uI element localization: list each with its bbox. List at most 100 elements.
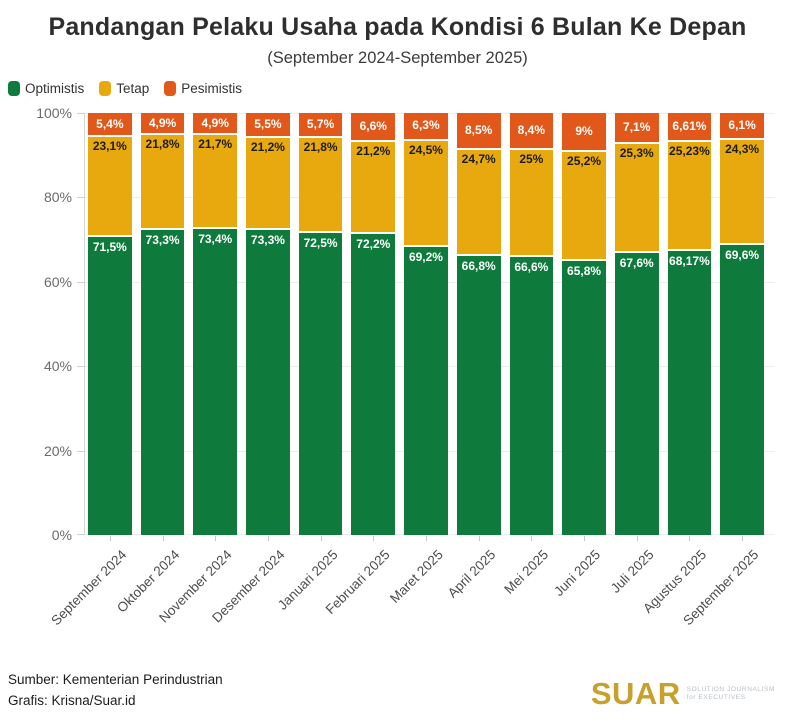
bar-segment-tetap: 24,3%: [720, 138, 764, 243]
bar-segment-pesimistis: 6,3%: [404, 113, 448, 139]
bar-segment-tetap: 21,2%: [351, 140, 396, 233]
x-slot-april-2025: April 2025: [445, 535, 501, 643]
bar-segment-pesimistis: 5,7%: [298, 113, 343, 137]
bar-value-label-pesimistis: 6,3%: [412, 118, 440, 133]
bars: 5,4% 23,1% 71,5% 4,9% 21,8% 73,3% 4,9% 21,7% 73,…: [88, 113, 764, 536]
bar-februari-2025: 6,6% 21,2% 72,2%: [351, 113, 396, 535]
bar-november-2024: 4,9% 21,7% 73,4%: [193, 113, 238, 535]
x-axis-tick: [584, 536, 586, 541]
bar-value-label-tetap: 25,23%: [669, 144, 710, 159]
bar-segment-optimistis: 69,6%: [720, 242, 764, 536]
bar-segment-tetap: 21,8%: [298, 136, 343, 232]
bar-value-label-optimistis: 68,17%: [669, 253, 710, 268]
bar-segment-tetap: 21,7%: [193, 133, 238, 228]
x-axis-tick: [689, 536, 691, 541]
bar-segment-tetap: 25,2%: [562, 149, 606, 259]
logo-tagline-line1: SOLUTION JOURNALISM: [686, 685, 775, 693]
bar-value-label-pesimistis: 5,5%: [254, 116, 282, 131]
x-axis-tick: [531, 536, 533, 541]
logo-wordmark: SUAR: [590, 676, 681, 711]
legend-label: Pesimistis: [181, 81, 243, 96]
legend-item-optimistis: Optimistis: [8, 81, 84, 96]
bar-segment-optimistis: 73,4%: [193, 227, 238, 535]
bar-segment-pesimistis: 4,9%: [140, 113, 185, 134]
bar-value-label-tetap: 21,8%: [303, 140, 338, 155]
bar-value-label-pesimistis: 9%: [575, 123, 593, 138]
bar-value-label-tetap: 25%: [519, 151, 544, 166]
bar-september-2024: 5,4% 23,1% 71,5%: [88, 113, 132, 535]
x-slot-november-2024: November 2024: [156, 535, 237, 643]
legend-swatch-icon: [8, 81, 20, 96]
bar-segment-optimistis: 73,3%: [140, 227, 185, 535]
x-axis-label: Maret 2025: [386, 547, 446, 606]
x-slot-agustus-2025: Agustus 2025: [640, 535, 712, 643]
x-axis-tick: [425, 536, 427, 541]
logo-tagline: SOLUTION JOURNALISM for EXECUTIVES: [687, 686, 775, 703]
x-slot-desember-2024: Desember 2024: [209, 535, 290, 643]
bar-value-label-tetap: 25,3%: [619, 146, 654, 161]
bar-value-label-tetap: 24,3%: [725, 142, 760, 157]
x-axis-tick: [320, 536, 322, 541]
footer-text: Sumber: Kementerian Perindustrian Grafis…: [8, 669, 223, 711]
infographic: Pandangan Pelaku Usaha pada Kondisi 6 Bu…: [0, 13, 795, 724]
x-slot-februari-2025: Februari 2025: [323, 535, 395, 643]
x-axis-label: September 2024: [48, 547, 130, 629]
x-slot-september-2025: September 2025: [681, 535, 764, 643]
y-axis-label: 80%: [43, 189, 72, 206]
bar-desember-2024: 5,5% 21,2% 73,3%: [246, 113, 290, 535]
bar-agustus-2025: 6,61% 25,23% 68,17%: [667, 113, 712, 536]
bar-segment-pesimistis: 7,1%: [614, 113, 659, 143]
bar-value-label-optimistis: 66,6%: [514, 260, 549, 275]
bar-value-label-optimistis: 73,4%: [198, 232, 233, 247]
x-axis-label: Mei 2025: [501, 547, 551, 597]
page-title: Pandangan Pelaku Usaha pada Kondisi 6 Bu…: [48, 13, 747, 41]
bar-value-label-optimistis: 71,5%: [92, 240, 127, 255]
logo-tagline-line2: for EXECUTIVES: [686, 694, 746, 701]
x-axis-label: Juni 2025: [551, 547, 604, 600]
bar-september-2025: 6,1% 24,3% 69,6%: [720, 113, 764, 536]
bar-value-label-pesimistis: 4,9%: [148, 115, 177, 130]
bar-segment-pesimistis: 8,4%: [509, 113, 554, 148]
bar-segment-pesimistis: 5,5%: [246, 113, 290, 136]
bar-segment-pesimistis: 5,4%: [88, 113, 132, 136]
y-axis-label: 60%: [43, 273, 72, 290]
bar-segment-tetap: 24,5%: [404, 138, 448, 245]
bar-oktober-2024: 4,9% 21,8% 73,3%: [140, 113, 185, 535]
bar-value-label-optimistis: 69,6%: [725, 247, 760, 262]
bar-segment-pesimistis: 6,1%: [720, 113, 764, 139]
y-axis-tick: [77, 366, 84, 368]
chart-area: 0% 20% 40% 60% 80% 100% 5,4% 23,1% 71,5% 4,9% 21,…: [0, 105, 795, 543]
legend-label: Tetap: [116, 81, 150, 96]
y-axis-tick: [77, 281, 84, 283]
bar-value-label-pesimistis: 7,1%: [623, 120, 651, 135]
legend-item-tetap: Tetap: [99, 81, 149, 96]
bar-segment-pesimistis: 8,5%: [456, 113, 501, 148]
legend: Optimistis Tetap Pesimistis: [8, 81, 795, 96]
legend-swatch-icon: [99, 81, 112, 96]
x-slot-september-2024: September 2024: [48, 535, 132, 643]
y-axis-label: 100%: [36, 105, 72, 121]
x-slot-maret-2025: Maret 2025: [387, 535, 448, 643]
bar-mei-2025: 8,4% 25% 66,6%: [509, 113, 554, 535]
bar-value-label-tetap: 21,2%: [356, 144, 391, 159]
bar-segment-optimistis: 67,6%: [614, 251, 659, 536]
footer: Sumber: Kementerian Perindustrian Grafis…: [8, 669, 775, 711]
bar-value-label-pesimistis: 4,9%: [201, 115, 229, 130]
bar-value-label-pesimistis: 6,61%: [672, 119, 707, 134]
bar-value-label-optimistis: 65,8%: [567, 263, 602, 278]
bar-value-label-optimistis: 73,3%: [250, 232, 285, 247]
x-axis-tick: [215, 536, 217, 541]
bar-juni-2025: 9% 25,2% 65,8%: [562, 113, 606, 535]
bar-segment-optimistis: 69,2%: [404, 244, 448, 535]
bar-segment-optimistis: 65,8%: [562, 258, 606, 535]
bar-value-label-optimistis: 73,3%: [145, 232, 180, 247]
y-axis-tick: [77, 534, 84, 535]
y-axis-label: 20%: [43, 442, 72, 459]
bar-value-label-pesimistis: 8,4%: [517, 122, 546, 137]
bar-segment-pesimistis: 9%: [562, 113, 606, 150]
bar-segment-tetap: 21,8%: [140, 133, 185, 228]
x-slot-juli-2025: Juli 2025: [608, 535, 659, 643]
bar-segment-optimistis: 72,5%: [298, 231, 343, 535]
bar-segment-optimistis: 73,3%: [246, 227, 290, 535]
footer-credit: Grafis: Krisna/Suar.id: [8, 693, 136, 708]
